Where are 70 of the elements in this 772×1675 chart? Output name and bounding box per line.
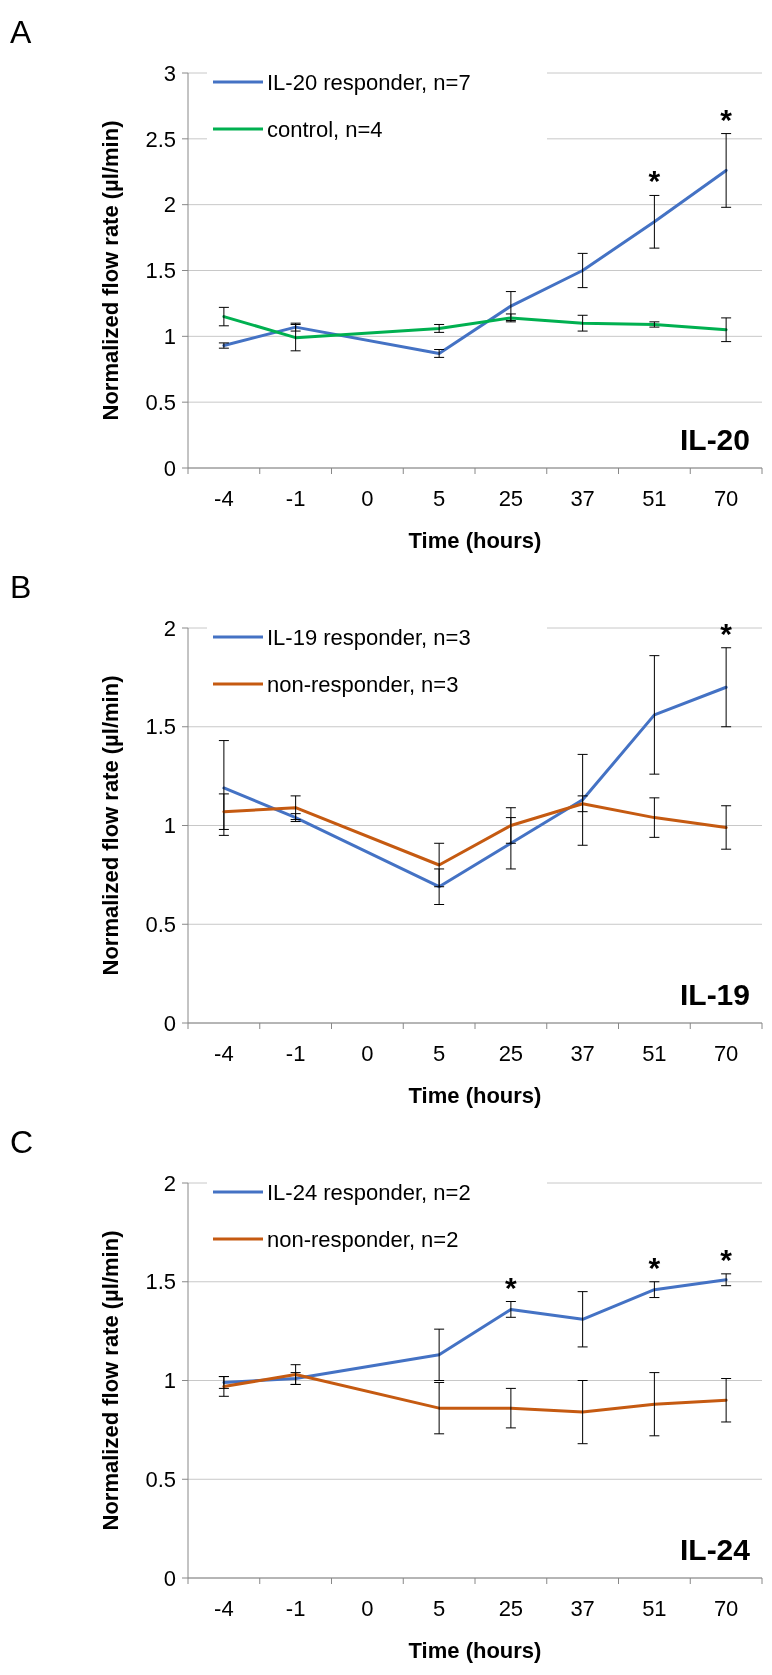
y-tick-label: 0	[163, 455, 176, 481]
y-tick-label: 1.5	[145, 714, 176, 740]
legend-label: IL-20 responder, n=7	[267, 69, 471, 95]
legend-label: non-responder, n=2	[267, 1226, 459, 1252]
y-tick-label: 0.5	[145, 389, 176, 415]
legend-label: non-responder, n=3	[267, 671, 459, 697]
x-tick-label: 70	[713, 1041, 739, 1066]
x-tick-label: 51	[642, 486, 667, 511]
x-tick-label: -1	[285, 1041, 306, 1066]
x-axis-title: Time (hours)	[408, 1638, 542, 1663]
y-tick-label: 0	[163, 1010, 176, 1036]
y-tick-label: 3	[163, 60, 176, 86]
legend-label: IL-19 responder, n=3	[267, 624, 471, 650]
line-series	[222, 1373, 728, 1414]
x-tick-label: 70	[713, 1596, 739, 1621]
x-tick-label: 0	[361, 1041, 374, 1066]
x-tick-label: 25	[498, 1596, 524, 1621]
x-tick-label: 5	[433, 1041, 446, 1066]
annotation: *	[505, 1270, 518, 1304]
x-tick-label: 51	[642, 1041, 667, 1066]
annotation: *	[720, 1242, 733, 1276]
x-tick-label: 51	[642, 1596, 667, 1621]
x-tick-label: 5	[433, 486, 446, 511]
x-tick-label: 25	[498, 1041, 524, 1066]
y-tick-label: 1	[163, 1368, 176, 1394]
x-tick-label: 70	[713, 486, 739, 511]
annotation: *	[648, 1250, 661, 1284]
y-tick-label: 0	[163, 1565, 176, 1591]
y-tick-label: 1.5	[145, 1269, 176, 1295]
y-tick-label: 0.5	[145, 1466, 176, 1492]
y-axis-title: Normalized flow rate (µl/min)	[98, 120, 123, 421]
y-axis-title: Normalized flow rate (µl/min)	[98, 675, 123, 976]
line-series	[222, 1278, 728, 1384]
x-tick-label: 0	[361, 1596, 374, 1621]
y-tick-label: 2	[163, 615, 176, 641]
y-tick-label: 0.5	[145, 911, 176, 937]
line-series	[222, 802, 728, 867]
x-tick-label: 0	[361, 486, 374, 511]
x-tick-label: 25	[498, 486, 524, 511]
annotation: *	[648, 164, 661, 198]
y-tick-label: 2	[163, 192, 176, 218]
x-tick-label: 37	[570, 1596, 595, 1621]
y-tick-label: 2.5	[145, 126, 176, 152]
annotation: *	[720, 102, 733, 136]
x-tick-label: -4	[214, 1041, 234, 1066]
line-series	[222, 168, 728, 355]
legend-label: IL-24 responder, n=2	[267, 1179, 471, 1205]
x-axis-title: Time (hours)	[408, 528, 542, 553]
y-tick-label: 1	[163, 813, 176, 839]
x-tick-label: 37	[570, 486, 595, 511]
annotation: IL-19	[679, 978, 750, 1011]
x-tick-label: -4	[214, 1596, 234, 1621]
y-tick-label: 1	[163, 324, 176, 350]
chart-title: A	[10, 14, 32, 50]
x-tick-label: 37	[570, 1041, 595, 1066]
annotation: IL-20	[679, 423, 750, 456]
x-tick-label: 5	[433, 1596, 446, 1621]
x-tick-label: -1	[285, 486, 306, 511]
x-tick-label: -1	[285, 1596, 306, 1621]
x-axis-title: Time (hours)	[408, 1083, 542, 1108]
x-tick-label: -4	[214, 486, 234, 511]
y-tick-label: 2	[163, 1170, 176, 1196]
y-tick-label: 1.5	[145, 258, 176, 284]
annotation: IL-24	[679, 1533, 751, 1566]
chart-title: B	[10, 569, 32, 605]
legend-label: control, n=4	[267, 116, 383, 142]
y-axis-title: Normalized flow rate (µl/min)	[98, 1230, 123, 1531]
annotation: *	[720, 616, 733, 650]
line-series	[222, 315, 728, 340]
chart-title: C	[10, 1124, 34, 1160]
